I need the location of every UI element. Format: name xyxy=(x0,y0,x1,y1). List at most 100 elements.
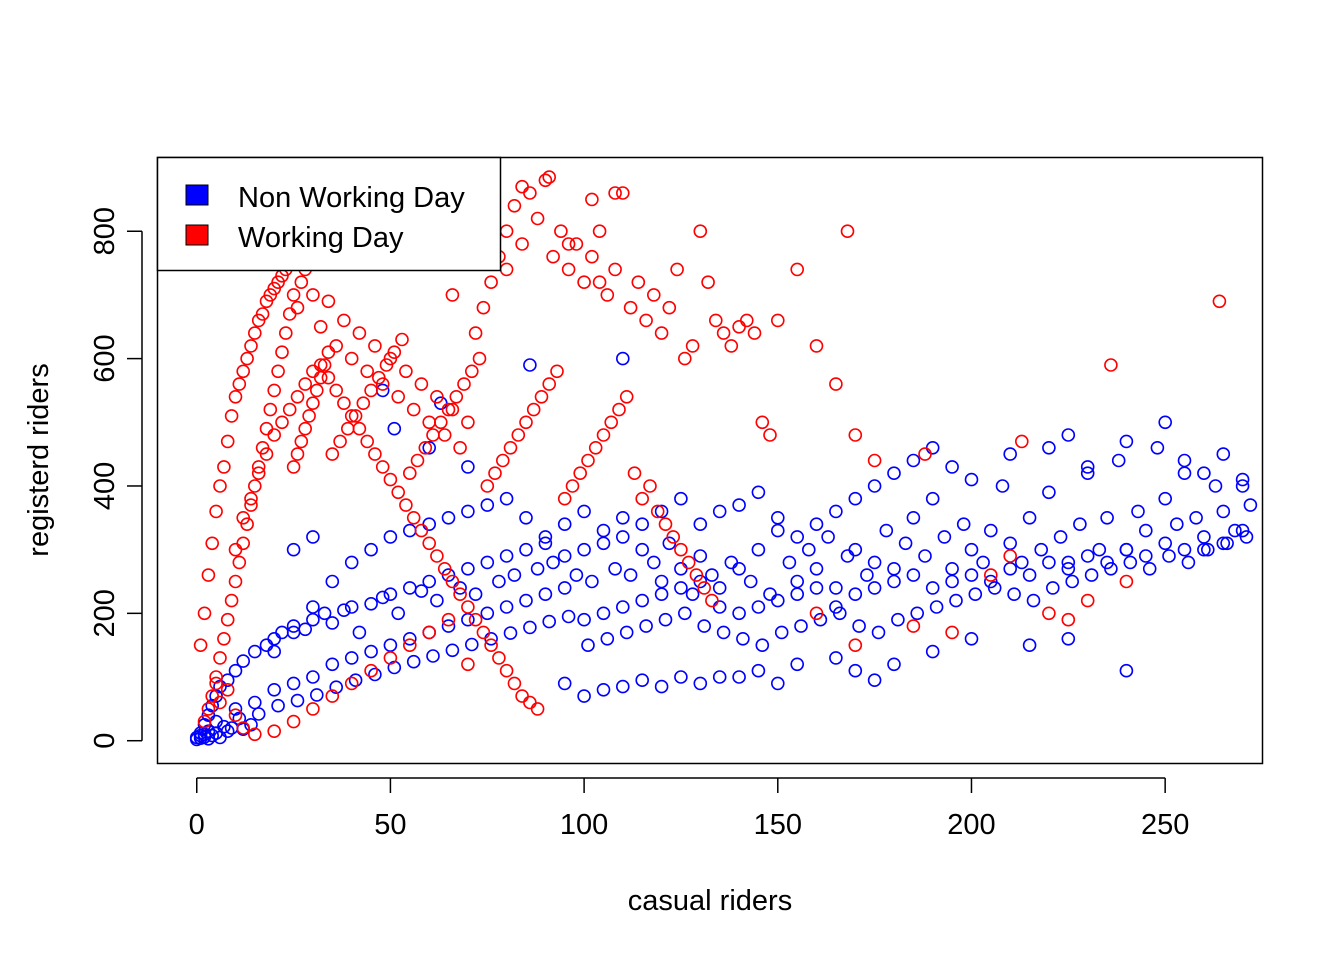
data-point xyxy=(701,275,715,290)
data-point xyxy=(716,625,731,640)
data-point xyxy=(945,574,959,589)
data-point xyxy=(848,587,863,602)
data-point xyxy=(654,574,669,589)
data-point xyxy=(743,574,758,589)
data-point xyxy=(705,568,719,582)
data-point xyxy=(1065,574,1079,589)
data-point xyxy=(987,581,1002,595)
data-point xyxy=(364,383,378,398)
data-point xyxy=(461,561,475,576)
data-point xyxy=(205,536,219,551)
data-point xyxy=(1208,479,1223,493)
data-point xyxy=(337,603,351,618)
data-point xyxy=(639,313,653,328)
data-point xyxy=(197,606,212,621)
legend-swatch-non-working-day xyxy=(185,184,209,206)
data-point xyxy=(433,415,448,430)
data-point xyxy=(402,638,417,653)
data-point xyxy=(468,326,483,340)
data-point xyxy=(770,313,785,328)
data-point xyxy=(530,211,545,226)
data-point xyxy=(674,670,688,684)
data-point xyxy=(732,498,746,512)
data-point xyxy=(1092,542,1107,557)
data-point xyxy=(309,383,324,398)
data-point xyxy=(360,434,375,449)
data-point xyxy=(1158,415,1172,430)
data-point xyxy=(476,625,491,640)
data-point xyxy=(391,389,406,404)
data-point xyxy=(298,421,313,436)
data-point xyxy=(1177,453,1192,468)
plot-frame xyxy=(156,156,1264,765)
data-point xyxy=(499,491,514,506)
data-point xyxy=(770,676,785,691)
data-point xyxy=(526,402,541,417)
data-point xyxy=(228,663,243,678)
data-point xyxy=(995,479,1010,493)
data-point xyxy=(468,587,483,602)
data-point xyxy=(251,460,266,474)
data-point xyxy=(344,351,359,366)
data-point xyxy=(1228,523,1242,538)
data-point xyxy=(313,370,328,385)
data-point xyxy=(619,625,634,640)
data-point xyxy=(577,275,591,290)
data-point xyxy=(375,590,390,605)
data-point xyxy=(519,415,533,430)
data-point xyxy=(918,549,932,563)
data-point xyxy=(1100,510,1114,525)
data-point xyxy=(422,440,437,455)
data-point xyxy=(1216,536,1231,551)
data-point xyxy=(344,676,359,691)
data-point xyxy=(294,434,309,449)
data-point xyxy=(585,574,599,589)
data-point xyxy=(437,561,452,576)
data-point xyxy=(306,396,320,411)
data-point xyxy=(732,670,746,684)
data-point xyxy=(646,555,661,570)
data-point xyxy=(724,555,739,570)
data-point xyxy=(499,600,514,614)
data-point xyxy=(236,654,250,668)
data-point xyxy=(770,523,785,538)
data-point xyxy=(422,415,437,430)
data-point xyxy=(402,523,417,538)
data-point xyxy=(461,600,475,614)
data-point xyxy=(809,517,824,532)
data-point xyxy=(321,294,336,309)
data-point xyxy=(267,682,282,697)
data-point xyxy=(290,389,305,404)
data-point xyxy=(523,695,537,710)
data-point xyxy=(790,587,805,602)
data-point xyxy=(267,631,282,646)
data-point xyxy=(468,612,483,627)
data-point xyxy=(499,663,514,678)
data-point xyxy=(236,536,250,551)
data-point xyxy=(290,693,305,708)
data-point xyxy=(511,428,526,442)
data-point xyxy=(464,364,479,379)
x-axis-label: casual riders xyxy=(628,885,792,917)
data-point xyxy=(697,581,712,595)
data-point xyxy=(383,651,398,665)
data-point xyxy=(677,606,692,621)
data-point xyxy=(290,447,305,461)
data-point xyxy=(306,530,320,544)
data-point xyxy=(542,614,557,629)
data-point xyxy=(689,568,704,582)
data-point xyxy=(790,262,805,277)
data-point xyxy=(414,377,429,391)
data-point xyxy=(344,409,359,423)
data-point xyxy=(321,345,336,360)
data-point xyxy=(282,307,297,321)
data-point xyxy=(770,510,785,525)
data-point xyxy=(945,561,959,576)
data-point xyxy=(809,339,824,353)
data-point xyxy=(867,479,882,493)
data-point xyxy=(546,249,560,264)
data-point xyxy=(298,377,313,391)
data-point xyxy=(596,523,611,538)
data-point xyxy=(348,673,363,688)
data-point xyxy=(1119,434,1134,449)
